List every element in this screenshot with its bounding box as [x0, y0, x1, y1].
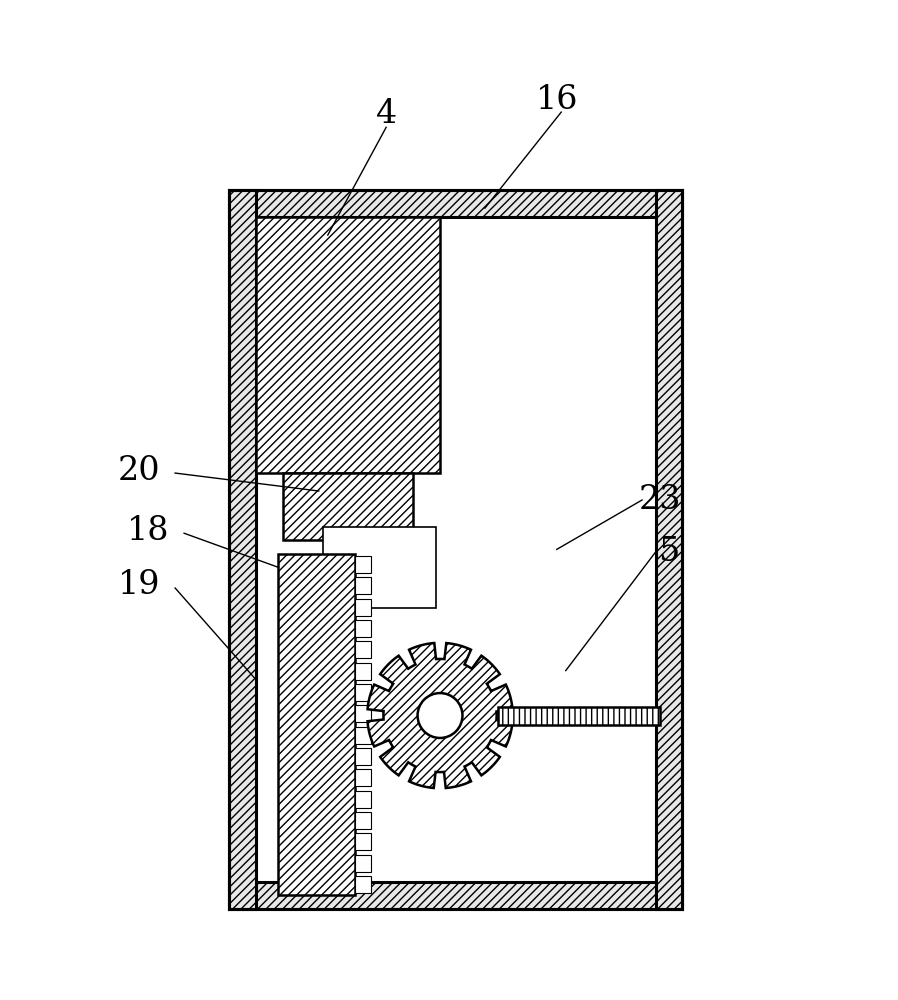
- Bar: [355, 556, 371, 573]
- Bar: [355, 876, 371, 893]
- Text: 19: 19: [118, 569, 161, 601]
- Polygon shape: [367, 643, 513, 788]
- Bar: [355, 769, 371, 786]
- Bar: [498, 707, 660, 724]
- Bar: [229, 190, 256, 909]
- Bar: [229, 190, 682, 909]
- Circle shape: [418, 693, 462, 738]
- Text: 18: 18: [127, 515, 170, 547]
- Bar: [656, 190, 682, 909]
- Bar: [355, 599, 371, 616]
- Bar: [355, 620, 371, 637]
- Text: 23: 23: [638, 484, 682, 516]
- Bar: [355, 855, 371, 872]
- Bar: [355, 727, 371, 744]
- Text: 4: 4: [375, 98, 397, 130]
- Bar: [229, 190, 682, 217]
- Bar: [229, 882, 682, 909]
- Text: 5: 5: [658, 536, 680, 568]
- Text: 20: 20: [118, 455, 161, 487]
- Text: 16: 16: [535, 84, 578, 116]
- Bar: [355, 641, 371, 658]
- Bar: [355, 705, 371, 722]
- Bar: [323, 527, 436, 608]
- Bar: [355, 663, 371, 680]
- Bar: [355, 791, 371, 808]
- Bar: [355, 833, 371, 850]
- Bar: [355, 684, 371, 701]
- Bar: [283, 473, 413, 540]
- Bar: [355, 812, 371, 829]
- Bar: [355, 748, 371, 765]
- Bar: [278, 554, 355, 895]
- Bar: [256, 217, 440, 473]
- Bar: [256, 217, 656, 882]
- Bar: [355, 577, 371, 594]
